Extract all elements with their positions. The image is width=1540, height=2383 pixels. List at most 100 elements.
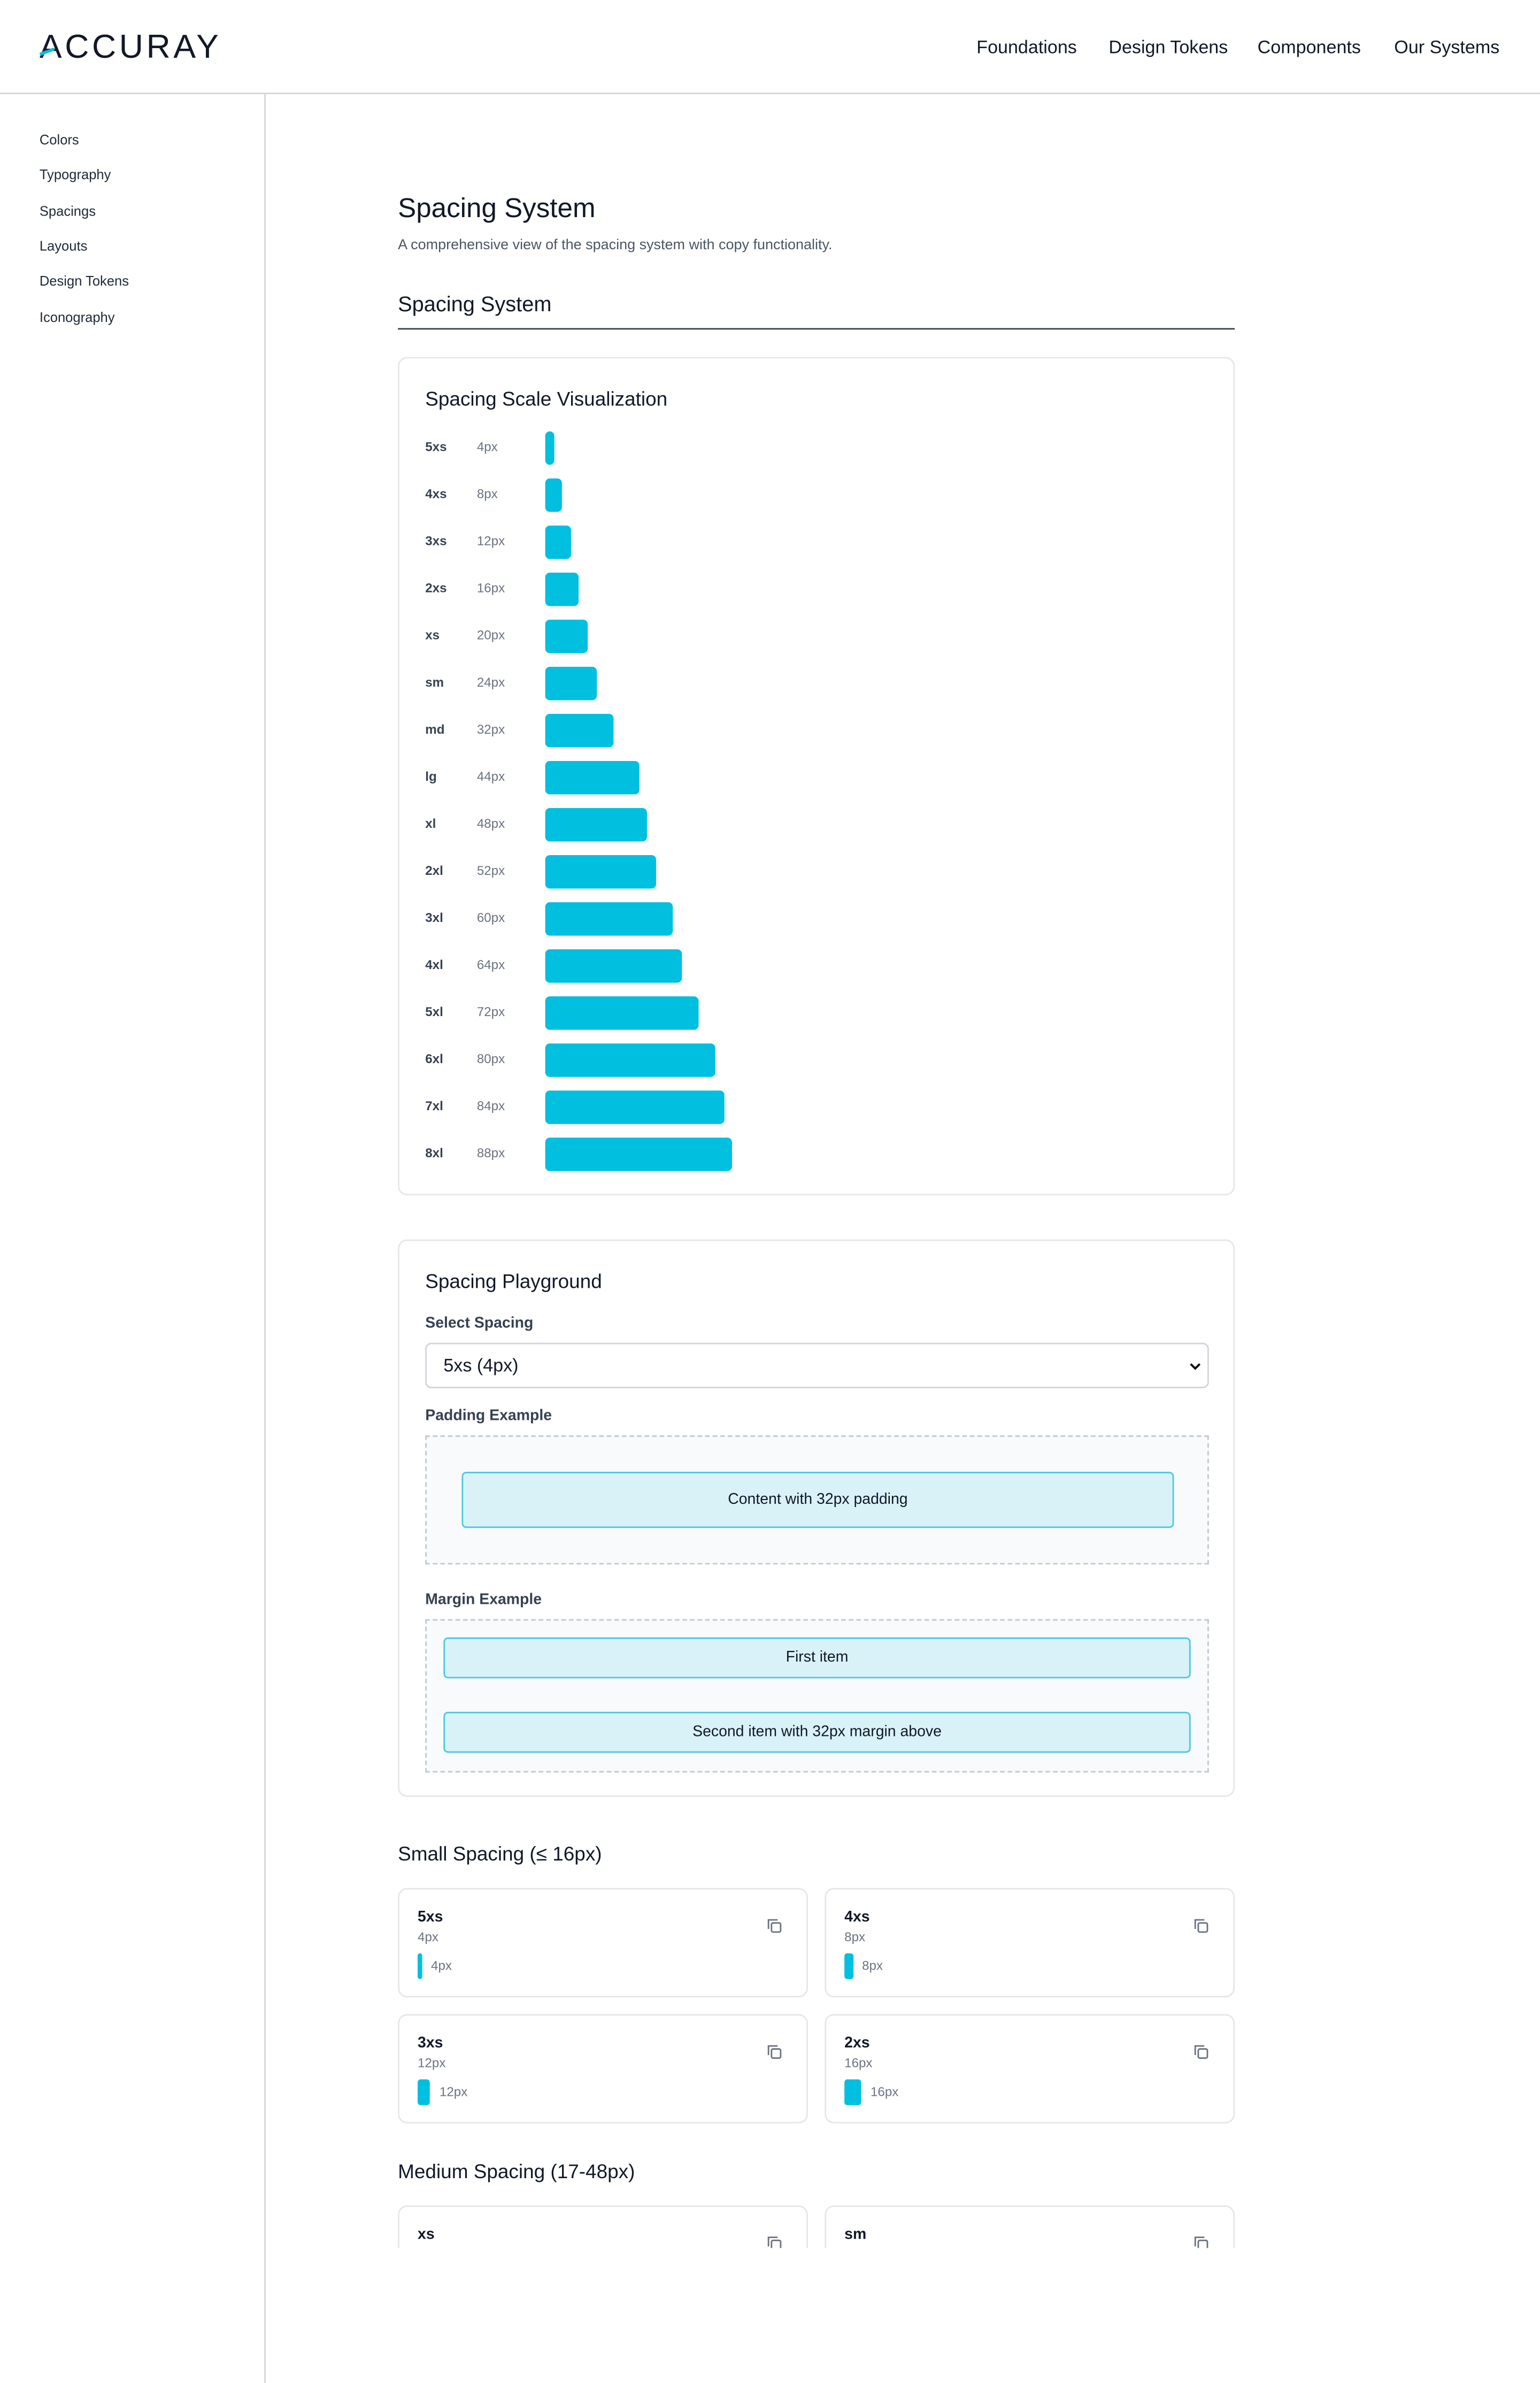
scale-name: 4xs	[425, 486, 447, 502]
scale-bar	[545, 525, 571, 559]
nav-link[interactable]: Our Systems	[1394, 36, 1500, 58]
scale-size: 12px	[476, 533, 505, 549]
medium-title: Medium Spacing (17-48px)	[398, 2159, 635, 2183]
scale-size: 32px	[476, 721, 505, 737]
padding-box: Content with 32px padding	[425, 1435, 1209, 1565]
scale-bar	[545, 1090, 724, 1124]
card-title: Spacing Playground	[425, 1270, 602, 1293]
copy-icon[interactable]	[1194, 2236, 1208, 2248]
card-bar	[844, 1953, 853, 1979]
section-rule	[398, 328, 1235, 330]
scale-bar	[545, 808, 648, 842]
scale-size: 84px	[476, 1098, 505, 1113]
card-size: 8px	[844, 1929, 866, 1944]
select-label: Select Spacing	[425, 1315, 534, 1332]
page-title: Spacing System	[398, 193, 596, 224]
spacing-card: 4xs 8px 8px	[825, 1888, 1235, 1997]
scale-size: 44px	[476, 768, 505, 784]
scale-bar	[545, 478, 563, 512]
nav-link[interactable]: Design Tokens	[1108, 36, 1228, 58]
page-subtitle: A comprehensive view of the spacing syst…	[398, 237, 833, 254]
margin-item: First item	[443, 1637, 1191, 1679]
chevron	[1190, 1363, 1201, 1370]
sidebar-link[interactable]: Spacings	[39, 203, 96, 218]
scale-name: 3xl	[425, 910, 443, 925]
scale-size: 4px	[476, 439, 498, 455]
scale-bar	[545, 1137, 733, 1171]
small-title: Small Spacing (≤ 16px)	[398, 1842, 602, 1865]
scale-size: 52px	[476, 863, 505, 878]
spacing-card: xs	[398, 2205, 808, 2248]
padding-label: Padding Example	[425, 1408, 552, 1425]
scale-bar	[545, 713, 613, 748]
margin-label: Margin Example	[425, 1592, 542, 1609]
copy-icon[interactable]	[767, 1918, 782, 1933]
scale-size: 24px	[476, 674, 505, 690]
scale-bar	[545, 949, 682, 983]
copy-icon[interactable]	[1194, 1918, 1208, 1933]
spacing-card: 2xs 16px 16px	[825, 2014, 1235, 2124]
card-bar-label: 16px	[870, 2084, 899, 2100]
spacing-card: 5xs 4px 4px	[398, 1888, 808, 1997]
scale-name: 2xs	[425, 580, 447, 596]
header	[0, 0, 1540, 95]
scale-bar	[545, 760, 639, 795]
scale-name: lg	[425, 768, 437, 784]
scale-bar	[545, 431, 554, 465]
scale-bar	[545, 855, 656, 889]
scale-bar	[545, 666, 597, 701]
card-bar	[418, 2079, 430, 2105]
card-bar-label: 8px	[862, 1958, 883, 1973]
scale-name: 8xl	[425, 1145, 443, 1160]
sidebar-link[interactable]: Typography	[39, 167, 111, 183]
scale-size: 20px	[476, 627, 505, 643]
scale-name: md	[425, 721, 445, 737]
card-name: 2xs	[844, 2035, 870, 2053]
card-size: 12px	[418, 2055, 446, 2071]
scale-size: 80px	[476, 1051, 505, 1066]
copy-icon[interactable]	[767, 2236, 782, 2248]
scale-size: 48px	[476, 816, 505, 831]
scale-size: 60px	[476, 910, 505, 925]
scale-bar	[545, 619, 588, 654]
card-name: 4xs	[844, 1909, 870, 1926]
scale-name: 7xl	[425, 1098, 443, 1113]
copy-icon[interactable]	[1194, 2044, 1208, 2059]
margin-box: First item Second item with 32px margin …	[425, 1619, 1209, 1773]
select[interactable]: 5xs (4px)	[425, 1342, 1209, 1388]
copy-icon[interactable]	[767, 2044, 782, 2059]
card-size: 16px	[844, 2055, 873, 2071]
scale-bar	[545, 996, 698, 1030]
scale-bar	[545, 572, 580, 606]
scale-name: 2xl	[425, 863, 443, 878]
scale-bar	[545, 1043, 715, 1077]
card-title: Spacing Scale Visualization	[425, 387, 668, 410]
card-name: 5xs	[418, 1909, 443, 1926]
scale-name: sm	[425, 674, 444, 690]
nav-link[interactable]: Foundations	[976, 36, 1077, 58]
card-bar	[418, 1953, 422, 1979]
sidebar-link[interactable]: Layouts	[39, 238, 88, 254]
logo[interactable]: ACCURAY	[39, 27, 222, 66]
select-value: 5xs (4px)	[443, 1355, 519, 1377]
card-bar-label: 12px	[439, 2084, 468, 2100]
scale-name: xl	[425, 816, 436, 831]
spacing-card: 3xs 12px 12px	[398, 2014, 808, 2124]
card-name: xs	[418, 2226, 435, 2243]
scale-size: 16px	[476, 580, 505, 596]
scale-name: 5xs	[425, 439, 447, 455]
margin-item: Second item with 32px margin above	[443, 1711, 1191, 1753]
card-bar	[844, 2079, 861, 2105]
scale-size: 72px	[476, 1004, 505, 1019]
sidebar-link[interactable]: Iconography	[39, 309, 115, 325]
scale-name: 3xs	[425, 533, 447, 549]
sidebar-link[interactable]: Design Tokens	[39, 273, 129, 289]
sidebar-link[interactable]: Colors	[39, 132, 79, 148]
nav-link[interactable]: Components	[1257, 36, 1361, 58]
scale-name: 5xl	[425, 1004, 443, 1019]
visualization-card: Spacing Scale Visualization 5xs 4px 4xs 8px…	[398, 357, 1235, 1196]
scale-size: 88px	[476, 1145, 505, 1160]
card-name: sm	[844, 2226, 867, 2243]
card-size: 4px	[418, 1929, 439, 1944]
